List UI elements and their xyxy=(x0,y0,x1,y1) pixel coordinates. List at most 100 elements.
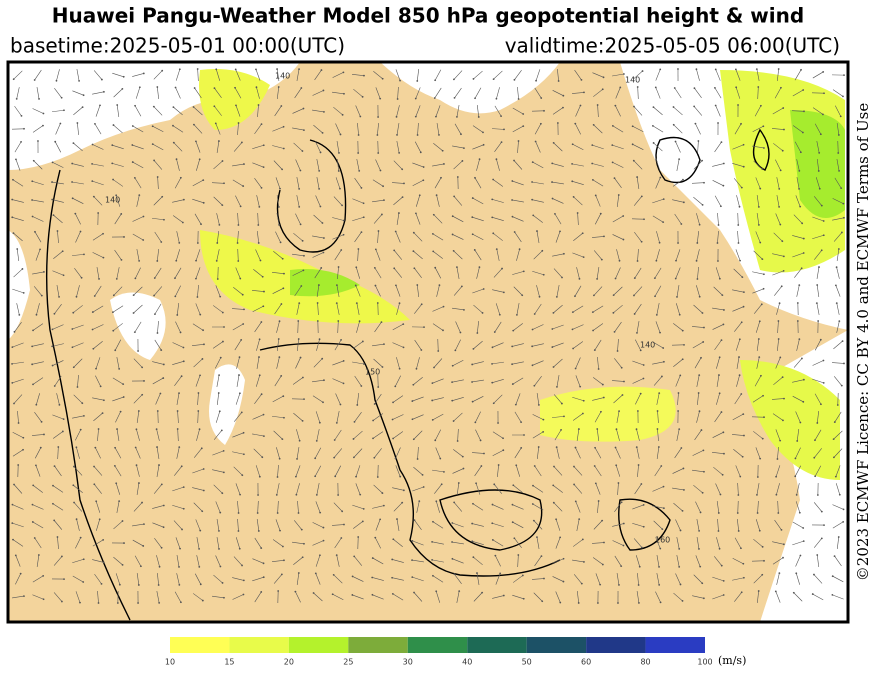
arrow-head xyxy=(479,266,481,268)
arrow-head xyxy=(432,233,434,235)
arrow-head xyxy=(573,196,575,198)
arrow-head xyxy=(542,419,544,421)
arrow-head xyxy=(463,468,465,470)
arrow-head xyxy=(413,267,415,269)
colorbar-box xyxy=(586,637,645,653)
arrow-head xyxy=(12,539,14,541)
arrow-head xyxy=(42,575,44,577)
arrow-head xyxy=(374,537,376,539)
arrow-head xyxy=(259,338,261,340)
colorbar-box xyxy=(289,637,348,653)
arrow-head xyxy=(795,572,797,574)
arrow-head xyxy=(92,329,94,331)
arrow-head xyxy=(21,115,23,117)
arrow-head xyxy=(759,458,761,460)
arrow-head xyxy=(262,276,264,278)
arrow-head xyxy=(575,501,577,503)
arrow-head xyxy=(533,385,535,387)
arrow-head xyxy=(355,266,357,268)
arrow-head xyxy=(319,512,321,514)
arrow-head xyxy=(381,214,383,216)
arrow-head xyxy=(80,429,82,431)
arrow-head xyxy=(201,447,203,449)
arrow-head xyxy=(522,575,524,577)
arrow-head xyxy=(480,465,482,467)
arrow-head xyxy=(31,199,33,201)
arrow-head xyxy=(277,590,279,592)
arrow-head xyxy=(237,242,239,244)
arrow-head xyxy=(452,365,454,367)
arrow-head xyxy=(63,578,65,580)
arrow-head xyxy=(133,294,135,296)
arrow-head xyxy=(302,377,304,379)
arrow-head xyxy=(441,483,443,485)
arrow-head xyxy=(552,484,554,486)
arrow-head xyxy=(783,270,785,272)
arrow-head xyxy=(358,170,360,172)
arrow-head xyxy=(281,573,283,575)
arrow-head xyxy=(176,158,178,160)
arrow-head xyxy=(316,440,318,442)
arrow-head xyxy=(103,91,105,93)
arrow-head xyxy=(491,522,493,524)
arrow-head xyxy=(363,216,365,218)
arrow-head xyxy=(303,108,305,110)
arrow-head xyxy=(758,356,760,358)
arrow-head xyxy=(758,338,760,340)
arrow-head xyxy=(183,199,185,201)
arrow-head xyxy=(336,302,338,304)
arrow-head xyxy=(279,458,281,460)
arrow-head xyxy=(403,489,405,491)
arrow-head xyxy=(634,277,636,279)
arrow-head xyxy=(180,332,182,334)
arrow-head xyxy=(499,314,501,316)
arrow-head xyxy=(458,590,460,592)
arrow-head xyxy=(422,474,424,476)
arrow-head xyxy=(521,294,523,296)
arrow-head xyxy=(511,180,513,182)
arrow-head xyxy=(663,198,665,200)
arrow-head xyxy=(215,123,217,125)
arrow-head xyxy=(378,230,380,232)
arrow-head xyxy=(239,392,241,394)
arrow-head xyxy=(383,343,385,345)
arrow-head xyxy=(432,521,434,523)
arrow-head xyxy=(520,421,522,423)
arrow-head xyxy=(133,312,135,314)
arrow-head xyxy=(454,573,456,575)
arrow-head xyxy=(532,329,534,331)
arrow-head xyxy=(260,321,262,323)
arrow-head xyxy=(572,348,574,350)
arrow-head xyxy=(153,160,155,162)
arrow-head xyxy=(282,287,284,289)
arrow-head xyxy=(491,363,493,365)
arrow-head xyxy=(352,576,354,578)
arrow-head xyxy=(636,428,638,430)
arrow-head xyxy=(32,521,34,523)
arrow-head xyxy=(340,339,342,341)
arrow-head xyxy=(175,87,177,89)
arrow-head xyxy=(496,248,498,250)
arrow-head xyxy=(238,374,240,376)
arrow-head xyxy=(818,152,820,154)
arrow-head xyxy=(677,68,679,70)
arrow-head xyxy=(71,181,73,183)
arrow-head xyxy=(536,536,538,538)
arrow-head xyxy=(83,253,85,255)
arrow-head xyxy=(782,107,784,109)
arrow-head xyxy=(412,540,414,542)
arrow-head xyxy=(793,592,795,594)
arrow-head xyxy=(638,584,640,586)
arrow-head xyxy=(813,457,815,459)
arrow-head xyxy=(160,349,162,351)
arrow-head xyxy=(57,230,59,232)
arrow-head xyxy=(139,86,141,88)
arrow-head xyxy=(157,410,159,412)
arrow-head xyxy=(396,134,398,136)
arrow-head xyxy=(437,350,439,352)
arrow-head xyxy=(278,206,280,208)
arrow-head xyxy=(103,399,105,401)
arrow-head xyxy=(463,147,465,149)
arrow-head xyxy=(401,168,403,170)
arrow-head xyxy=(16,248,18,250)
